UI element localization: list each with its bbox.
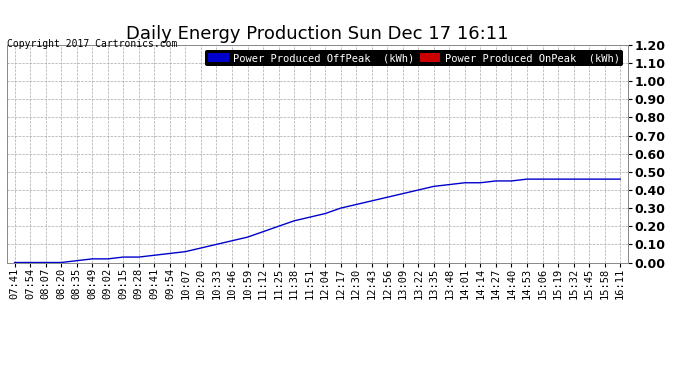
Title: Daily Energy Production Sun Dec 17 16:11: Daily Energy Production Sun Dec 17 16:11 <box>126 26 509 44</box>
Legend: Power Produced OffPeak  (kWh), Power Produced OnPeak  (kWh): Power Produced OffPeak (kWh), Power Prod… <box>205 50 622 66</box>
Text: Copyright 2017 Cartronics.com: Copyright 2017 Cartronics.com <box>7 39 177 50</box>
